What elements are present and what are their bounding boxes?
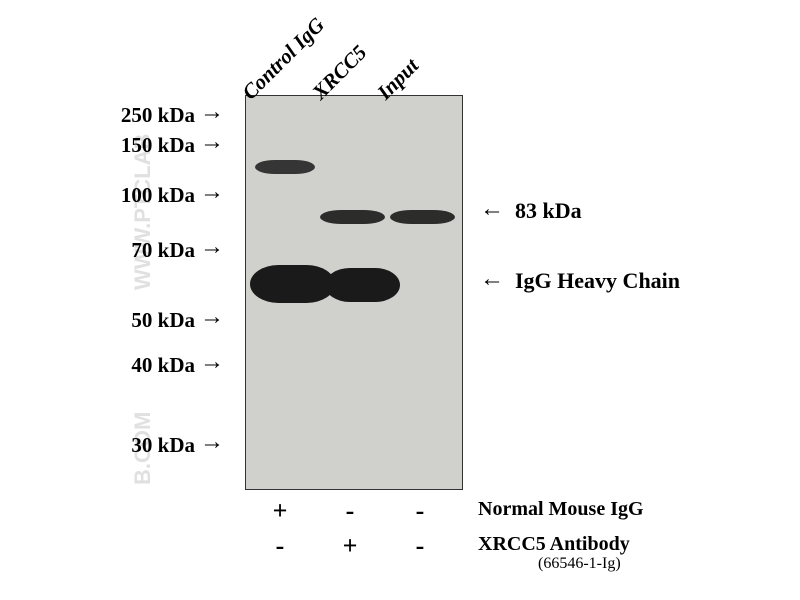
marker-arrow-5: → [200, 349, 224, 376]
marker-arrow-6: → [200, 429, 224, 456]
marker-label-3: 70 kDa [95, 238, 195, 263]
right-annotation-0: 83 kDa [515, 198, 582, 224]
marker-label-1: 150 kDa [95, 133, 195, 158]
treatment-sign-0-1: - [320, 496, 380, 526]
right-arrow-1: ← [480, 266, 504, 293]
marker-arrow-1: → [200, 129, 224, 156]
marker-label-5: 40 kDa [95, 353, 195, 378]
treatment-label-1: XRCC5 Antibody [478, 533, 630, 556]
right-annotation-1: IgG Heavy Chain [515, 268, 680, 294]
band-1 [320, 210, 385, 224]
marker-arrow-4: → [200, 304, 224, 331]
treatment-sign-0-0: + [250, 496, 310, 526]
marker-label-0: 250 kDa [95, 103, 195, 128]
marker-arrow-3: → [200, 234, 224, 261]
treatment-sign-1-0: - [250, 531, 310, 561]
marker-label-6: 30 kDa [95, 433, 195, 458]
marker-label-2: 100 kDa [95, 183, 195, 208]
band-4 [325, 268, 400, 302]
band-0 [255, 160, 315, 174]
treatment-label-0: Normal Mouse IgG [478, 498, 644, 521]
band-2 [390, 210, 455, 224]
treatment-sign-1-2: - [390, 531, 450, 561]
treatment-sublabel-1: (66546-1-Ig) [538, 555, 621, 573]
marker-label-4: 50 kDa [95, 308, 195, 333]
marker-arrow-2: → [200, 179, 224, 206]
band-3 [250, 265, 335, 303]
treatment-sign-1-1: + [320, 531, 380, 561]
marker-arrow-0: → [200, 99, 224, 126]
treatment-sign-0-2: - [390, 496, 450, 526]
right-arrow-0: ← [480, 196, 504, 223]
blot-figure: WWW.PTCLAB B.COM 250 kDa→150 kDa→100 kDa… [0, 0, 800, 600]
